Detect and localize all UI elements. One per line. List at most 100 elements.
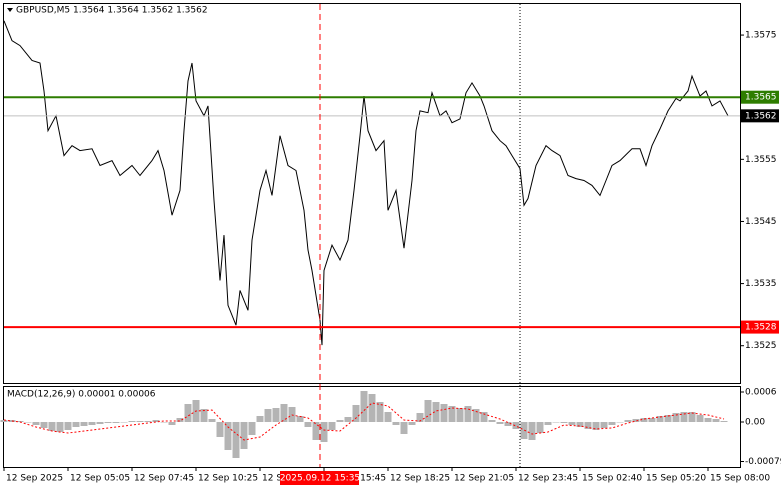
histogram-bar: [448, 406, 456, 422]
y-tick-label: 0.0006: [745, 388, 777, 398]
price-line: [3, 20, 729, 346]
menu-arrow[interactable]: [7, 8, 13, 12]
level-label-box: [741, 90, 779, 104]
histogram-bar: [664, 415, 672, 422]
histogram-bar: [272, 408, 280, 422]
histogram-bar: [560, 422, 568, 423]
histogram-bar: [376, 402, 384, 422]
histogram-bar: [472, 409, 480, 422]
x-tick-label: 15 Sep 05:20: [646, 474, 706, 484]
histogram-bar: [200, 409, 208, 422]
histogram-bar: [480, 412, 488, 422]
histogram-bar: [416, 413, 424, 422]
histogram-bar: [496, 422, 504, 424]
histogram-bar: [616, 422, 624, 423]
y-tick-label: 1.3525: [745, 341, 777, 351]
histogram-bar: [384, 412, 392, 422]
histogram-bar: [400, 422, 408, 434]
histogram-bar: [96, 422, 104, 424]
crosshair-label-box: [280, 471, 359, 485]
histogram-bar: [440, 404, 448, 422]
level-label-box: [741, 109, 779, 123]
histogram-bar: [72, 422, 80, 427]
histogram-bar: [280, 404, 288, 422]
level-label: 1.3562: [745, 111, 777, 121]
histogram-bar: [456, 408, 464, 422]
histogram-bar: [24, 422, 32, 423]
histogram-bar: [232, 422, 240, 458]
x-tick-label: 12 Sep 2025: [6, 474, 63, 484]
histogram-bar: [64, 422, 72, 430]
y-tick-label: -0.00079: [745, 457, 781, 467]
histogram-bar: [568, 422, 576, 425]
histogram-bar: [624, 420, 632, 422]
histogram-bar: [592, 422, 600, 430]
chart-title: GBPUSD,M5 1.3564 1.3564 1.3562 1.3562: [16, 6, 208, 16]
histogram-bar: [640, 418, 648, 422]
y-tick-label: 1.3545: [745, 217, 777, 227]
histogram-bar: [216, 422, 224, 437]
histogram-bar: [576, 422, 584, 427]
histogram-bar: [424, 400, 432, 422]
histogram-bar: [32, 422, 40, 425]
histogram-bar: [136, 421, 144, 422]
histogram-bar: [88, 422, 96, 425]
histogram-bar: [152, 420, 160, 422]
histogram-bar: [600, 422, 608, 428]
level-label: 1.3565: [745, 93, 777, 103]
y-tick-label: 1.3535: [745, 279, 777, 289]
x-tick-label: 12 Sep 21:05: [454, 474, 514, 484]
histogram-bar: [128, 421, 136, 422]
y-tick-label: 1.3575: [745, 31, 777, 41]
histogram-bar: [504, 422, 512, 426]
level-label: 1.3528: [745, 323, 777, 333]
histogram-bar: [688, 412, 696, 422]
histogram-bar: [40, 422, 48, 428]
histogram-bar: [304, 422, 312, 427]
histogram-bar: [168, 422, 176, 425]
histogram-bar: [352, 405, 360, 422]
histogram-bar: [360, 391, 368, 422]
x-tick-label: 15 Sep 08:00: [710, 474, 770, 484]
histogram-bar: [328, 422, 336, 430]
crosshair-label: 2025.09.12 15:35: [280, 474, 360, 484]
histogram-bar: [720, 421, 728, 422]
histogram-bar: [536, 422, 544, 433]
x-tick-label: 12 Sep 05:05: [70, 474, 130, 484]
histogram-bar: [208, 419, 216, 422]
histogram-bar: [656, 416, 664, 422]
histogram-bar: [320, 422, 328, 442]
histogram-bar: [584, 422, 592, 429]
histogram-bar: [248, 422, 256, 435]
histogram-bar: [432, 402, 440, 422]
histogram-bar: [712, 419, 720, 422]
x-tick-label: 12 Sep 07:45: [134, 474, 194, 484]
histogram-bar: [392, 422, 400, 425]
histogram-bar: [48, 422, 56, 431]
x-tick-label: 12 Sep 10:25: [198, 474, 258, 484]
histogram-bar: [120, 422, 128, 423]
histogram-bar: [488, 420, 496, 422]
histogram-bar: [0, 420, 8, 422]
y-tick-label: 0.00: [745, 418, 765, 428]
histogram-bar: [680, 412, 688, 422]
level-label-box: [741, 320, 779, 334]
histogram-bar: [368, 394, 376, 422]
histogram-bar: [160, 422, 168, 423]
histogram-bar: [632, 419, 640, 422]
macd-panel: [3, 386, 741, 468]
x-tick-label: 15 Sep 02:40: [582, 474, 642, 484]
histogram-bar: [344, 417, 352, 422]
histogram-bar: [240, 422, 248, 449]
histogram-bar: [264, 409, 272, 422]
histogram-bar: [544, 422, 552, 425]
macd-title: MACD(12,26,9) 0.00001 0.00006: [7, 390, 156, 400]
histogram-bar: [56, 422, 64, 432]
histogram-bar: [176, 418, 184, 422]
x-tick-label: 12 Sep 18:25: [390, 474, 450, 484]
histogram-bar: [512, 422, 520, 429]
histogram-bar: [528, 422, 536, 440]
histogram-bar: [408, 422, 416, 425]
x-tick-label: 12 Sep 23:45: [518, 474, 578, 484]
